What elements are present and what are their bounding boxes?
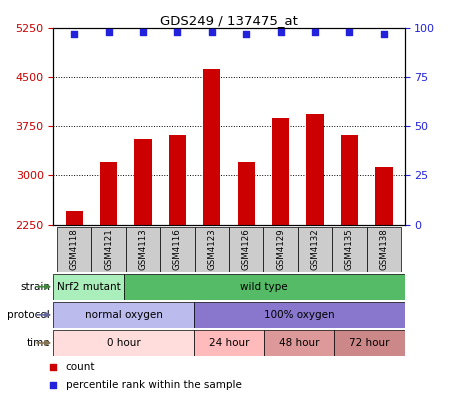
Text: GSM4123: GSM4123	[207, 228, 216, 270]
Text: GSM4126: GSM4126	[242, 228, 251, 270]
FancyBboxPatch shape	[264, 227, 298, 272]
Text: normal oxygen: normal oxygen	[85, 310, 163, 320]
Bar	[272, 118, 289, 225]
Text: 72 hour: 72 hour	[349, 338, 390, 348]
Bar	[341, 135, 358, 225]
FancyBboxPatch shape	[194, 330, 264, 356]
Point	[277, 29, 285, 35]
FancyBboxPatch shape	[367, 227, 401, 272]
Bar	[375, 168, 392, 225]
Text: count: count	[66, 362, 95, 372]
Text: GSM4138: GSM4138	[379, 228, 388, 270]
FancyBboxPatch shape	[53, 330, 194, 356]
Text: 0 hour: 0 hour	[107, 338, 140, 348]
Point	[380, 30, 388, 37]
Point	[243, 30, 250, 37]
FancyBboxPatch shape	[124, 274, 405, 300]
Text: GSM4121: GSM4121	[104, 228, 113, 270]
FancyBboxPatch shape	[194, 302, 405, 328]
Bar	[134, 139, 152, 225]
FancyBboxPatch shape	[332, 227, 367, 272]
Text: 100% oxygen: 100% oxygen	[264, 310, 334, 320]
Bar	[203, 69, 220, 225]
Point	[105, 29, 112, 35]
Text: Nrf2 mutant: Nrf2 mutant	[57, 282, 120, 292]
Point	[208, 29, 215, 35]
FancyBboxPatch shape	[334, 330, 405, 356]
Point	[139, 29, 146, 35]
Text: percentile rank within the sample: percentile rank within the sample	[66, 380, 242, 390]
Point	[303, 143, 310, 149]
Text: GSM4129: GSM4129	[276, 228, 285, 270]
Bar	[306, 114, 324, 225]
Text: GSM4118: GSM4118	[70, 228, 79, 270]
Text: 24 hour: 24 hour	[209, 338, 249, 348]
Text: time: time	[27, 338, 50, 348]
FancyBboxPatch shape	[126, 227, 160, 272]
FancyBboxPatch shape	[57, 227, 91, 272]
Bar	[169, 135, 186, 225]
Text: GSM4113: GSM4113	[139, 228, 147, 270]
FancyBboxPatch shape	[91, 227, 126, 272]
FancyBboxPatch shape	[298, 227, 332, 272]
Text: wild type: wild type	[240, 282, 288, 292]
FancyBboxPatch shape	[229, 227, 264, 272]
FancyBboxPatch shape	[53, 302, 194, 328]
Bar	[100, 162, 117, 225]
Bar	[66, 211, 83, 225]
Point	[346, 29, 353, 35]
Text: 48 hour: 48 hour	[279, 338, 319, 348]
Point	[303, 305, 310, 311]
FancyBboxPatch shape	[160, 227, 194, 272]
Point	[70, 30, 78, 37]
Text: protocol: protocol	[7, 310, 50, 320]
Point	[312, 29, 319, 35]
Text: GSM4135: GSM4135	[345, 228, 354, 270]
Text: strain: strain	[20, 282, 50, 292]
Title: GDS249 / 137475_at: GDS249 / 137475_at	[160, 13, 298, 27]
FancyBboxPatch shape	[53, 274, 124, 300]
Text: GSM4116: GSM4116	[173, 228, 182, 270]
FancyBboxPatch shape	[194, 227, 229, 272]
Text: GSM4132: GSM4132	[311, 228, 319, 270]
Point	[173, 29, 181, 35]
Bar	[238, 162, 255, 225]
FancyBboxPatch shape	[264, 330, 334, 356]
